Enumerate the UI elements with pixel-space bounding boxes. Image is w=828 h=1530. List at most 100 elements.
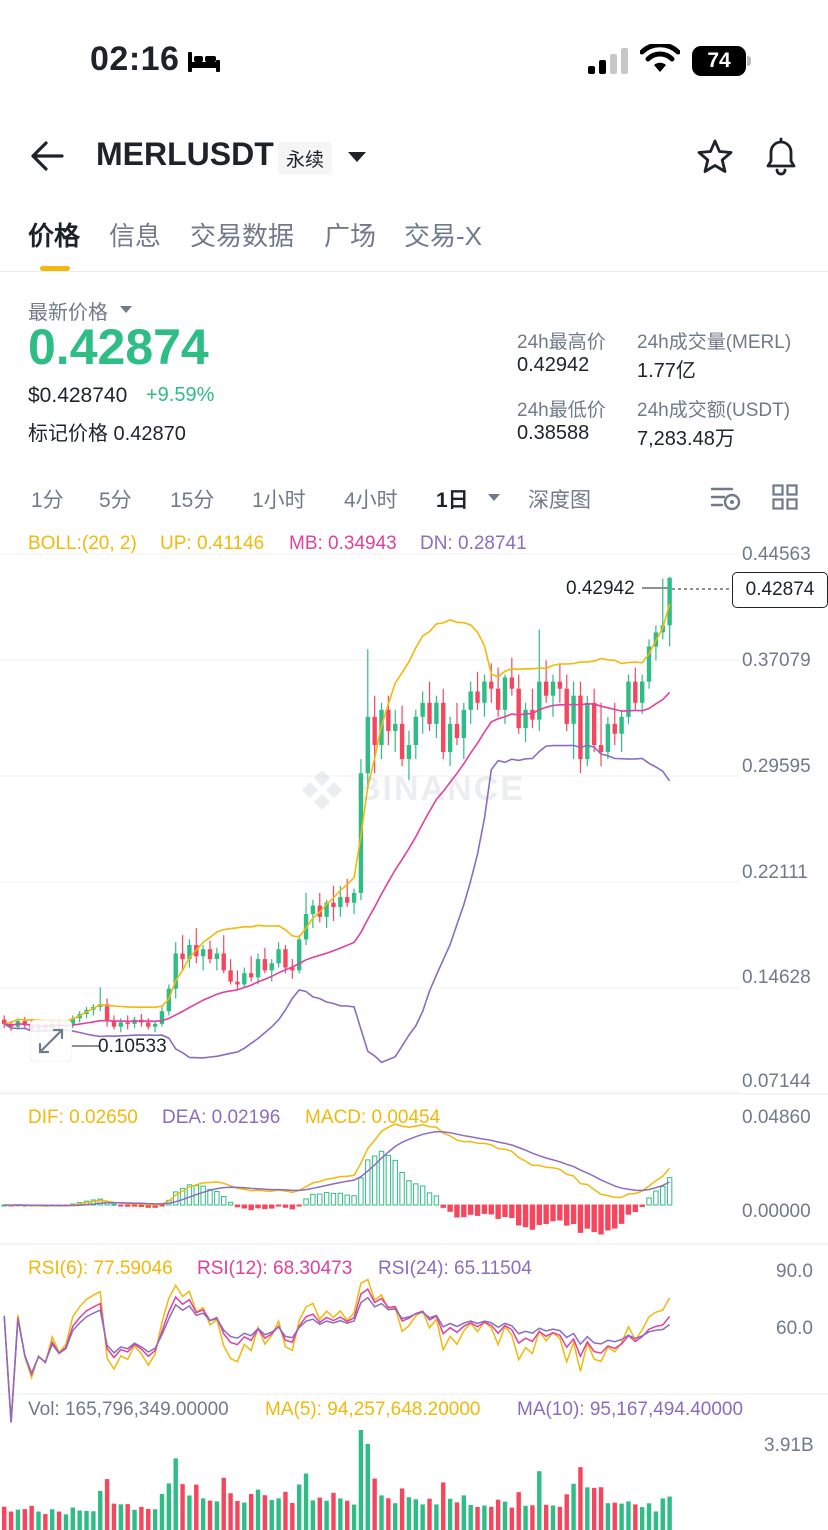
candle-body [585, 702, 590, 760]
volume-bar [50, 1509, 55, 1530]
volume-bar [633, 1504, 638, 1530]
volume-bar [70, 1507, 75, 1530]
volume-bar [537, 1471, 542, 1530]
candle-body [104, 1004, 110, 1022]
interval-1h[interactable]: 1小时 [252, 489, 306, 512]
volume-bar [502, 1501, 508, 1530]
volume-bar [276, 1498, 281, 1530]
volume-bar [214, 1501, 220, 1530]
price-type-dropdown-icon[interactable] [119, 305, 133, 314]
macd-histogram-bar [317, 1193, 323, 1206]
vol-ma5: MA(5): 94,257,648.20000 [265, 1399, 481, 1420]
interval-15m[interactable]: 15分 [170, 489, 215, 512]
candle-body [639, 681, 645, 703]
candle-body [523, 709, 528, 729]
last-price: 0.42874 [28, 319, 209, 375]
interval-1m[interactable]: 1分 [31, 489, 64, 512]
candle-body [200, 949, 206, 957]
volume-bar [303, 1473, 309, 1530]
volume-bar [29, 1505, 34, 1530]
macd-histogram-bar [598, 1204, 604, 1235]
macd-histogram-bar [289, 1204, 296, 1210]
macd-histogram-bar [399, 1171, 405, 1206]
candle-body [502, 677, 508, 710]
latest-price-label[interactable]: 最新价格 [28, 302, 108, 324]
macd-histogram-bar [118, 1204, 124, 1207]
candle-body [413, 716, 418, 746]
volume-bar [221, 1477, 226, 1530]
volume-bar [98, 1490, 103, 1530]
volume-bar [605, 1503, 611, 1530]
battery-indicator: 74 [692, 46, 752, 76]
candle-body [489, 681, 494, 689]
period-high-label: 0.42942 [566, 578, 635, 599]
candle-body [530, 709, 535, 720]
volume-bar [420, 1504, 425, 1530]
vol-ma10: MA(10): 95,167,494.40000 [517, 1399, 744, 1420]
price-alert-bell-icon[interactable] [762, 136, 800, 176]
volume-bar [2, 1506, 7, 1530]
more-intervals-dropdown-icon[interactable] [487, 493, 501, 502]
battery-level: 74 [692, 46, 746, 76]
volume-bar [43, 1514, 48, 1530]
volume-bar [516, 1492, 521, 1530]
candle-body [235, 981, 240, 985]
price-axis-label: 0.07144 [742, 1071, 811, 1092]
macd-histogram-bar [351, 1195, 357, 1206]
layout-grid-icon[interactable] [772, 484, 798, 510]
tab-trade-x[interactable]: 交易-X [404, 221, 483, 251]
tab-price[interactable]: 价格 [28, 221, 81, 251]
volume-bar [207, 1500, 213, 1530]
volume-bar [530, 1505, 535, 1530]
volume-bar [324, 1500, 329, 1530]
interval-5m[interactable]: 5分 [99, 489, 132, 512]
volume-bar [372, 1478, 377, 1530]
interval-1d[interactable]: 1日 [436, 489, 469, 512]
macd-histogram-bar [186, 1184, 193, 1206]
current-price-tag: 0.42874 [732, 572, 828, 608]
kline-chart[interactable] [0, 526, 828, 1530]
candle-body [646, 646, 652, 682]
macd-axis-label: 0.04860 [742, 1107, 811, 1128]
binance-watermark-logo [302, 770, 342, 810]
macd-histogram-bar [200, 1185, 206, 1206]
indicator-settings-icon[interactable] [710, 484, 742, 512]
interval-4h[interactable]: 4小时 [344, 489, 398, 512]
symbol-title[interactable]: MERLUSDT [96, 136, 274, 172]
candle-body [406, 745, 412, 760]
volume-bar [194, 1484, 199, 1530]
candle-body [111, 1021, 117, 1027]
volume-bar [56, 1511, 62, 1530]
volume-bar [482, 1505, 487, 1530]
tab-info[interactable]: 信息 [109, 221, 162, 251]
depth-chart-tab[interactable]: 深度图 [528, 489, 591, 512]
price-axis-label: 0.44563 [742, 544, 811, 565]
macd-histogram-bar [179, 1187, 186, 1206]
price-change-percent: +9.59% [146, 384, 215, 406]
candle-body [207, 949, 213, 960]
favorite-star-icon[interactable] [696, 138, 734, 176]
candle-body [612, 723, 617, 734]
tab-trading-data[interactable]: 交易数据 [190, 221, 295, 251]
fullscreen-expand-icon[interactable] [30, 1020, 72, 1062]
boll-mb: MB: 0.34943 [289, 533, 397, 554]
rsi-6: RSI(6): 77.59046 [28, 1258, 173, 1279]
low-24h-value: 0.38588 [517, 422, 590, 444]
macd-histogram-bar [385, 1154, 392, 1206]
tab-square[interactable]: 广场 [324, 221, 377, 251]
volume-bar [434, 1504, 439, 1530]
candle-body [173, 953, 178, 989]
volume-bar [166, 1483, 172, 1530]
macd-histogram-bar [522, 1204, 529, 1228]
macd-histogram-bar [323, 1192, 330, 1206]
price-axis-label: 0.22111 [742, 862, 808, 883]
symbol-dropdown-icon[interactable] [346, 150, 368, 164]
macd-histogram-bar [392, 1159, 398, 1206]
volume-bar [550, 1505, 556, 1530]
macd-histogram-bar [262, 1204, 268, 1210]
back-arrow-icon[interactable] [28, 138, 68, 174]
macd-histogram-bar [612, 1204, 618, 1229]
candle-body [619, 716, 624, 734]
boll-name[interactable]: BOLL:(20, 2) [28, 533, 137, 554]
boll-upper-line [4, 603, 671, 1025]
